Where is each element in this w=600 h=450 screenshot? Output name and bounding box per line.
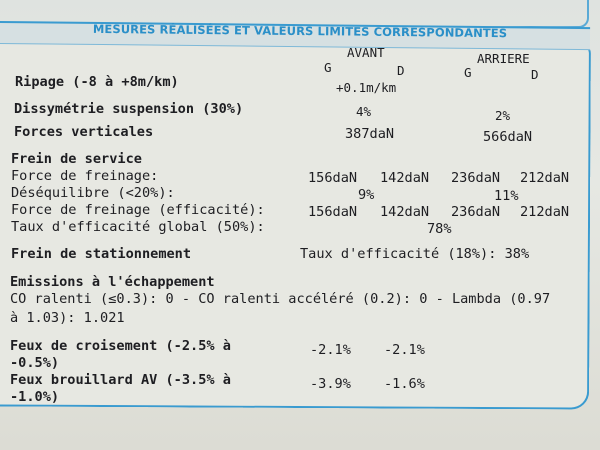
dissymetrie-avant: 4% bbox=[356, 104, 372, 119]
feux-croisement-g: -2.1% bbox=[310, 342, 351, 358]
forces-verticales-label: Forces verticales bbox=[14, 124, 154, 140]
force-freinage-avant-d: 142daN bbox=[380, 170, 430, 186]
column-avant-d: D bbox=[397, 63, 405, 78]
feux-croisement-label2: -0.5%) bbox=[10, 355, 60, 371]
ripage-label: Ripage (-8 à +8m/km) bbox=[15, 74, 179, 90]
force-freinage-arriere-d: 212daN bbox=[520, 170, 570, 186]
emissions-heading: Emissions à l'échappement bbox=[10, 274, 215, 290]
force-freinage-avant-g: 156daN bbox=[308, 170, 358, 186]
emissions-line1: CO ralenti (≤0.3): 0 - CO ralenti accélé… bbox=[10, 291, 551, 307]
frein-stationnement-value: Taux d'efficacité (18%): 38% bbox=[300, 246, 530, 262]
feux-brouillard-d: -1.6% bbox=[384, 376, 425, 392]
column-arriere-d: D bbox=[531, 67, 539, 82]
force-eff-avant-d: 142daN bbox=[380, 204, 430, 220]
taux-global-label: Taux d'efficacité global (50%): bbox=[11, 219, 265, 235]
desequilibre-avant: 9% bbox=[358, 187, 375, 203]
column-avant: AVANT bbox=[347, 45, 385, 60]
force-eff-avant-g: 156daN bbox=[308, 204, 358, 220]
forces-verticales-avant: 387daN bbox=[345, 126, 395, 142]
forces-verticales-arriere: 566daN bbox=[483, 129, 533, 145]
feux-croisement-d: -2.1% bbox=[384, 342, 425, 358]
feux-croisement-label1: Feux de croisement (-2.5% à bbox=[10, 338, 231, 354]
dissymetrie-label: Dissymétrie suspension (30%) bbox=[14, 101, 244, 117]
frein-service-heading: Frein de service bbox=[11, 151, 142, 167]
force-freinage-arriere-g: 236daN bbox=[451, 170, 501, 186]
taux-global-value: 78% bbox=[427, 221, 452, 237]
column-avant-g: G bbox=[324, 60, 332, 75]
dissymetrie-arriere: 2% bbox=[495, 108, 511, 123]
column-arriere-g: G bbox=[464, 65, 472, 80]
force-freinage-label: Force de freinage: bbox=[11, 168, 159, 184]
column-arriere: ARRIERE bbox=[477, 51, 530, 66]
feux-brouillard-g: -3.9% bbox=[310, 376, 351, 392]
feux-brouillard-label2: -1.0%) bbox=[10, 389, 60, 405]
force-eff-arriere-g: 236daN bbox=[451, 204, 501, 220]
feux-brouillard-label1: Feux brouillard AV (-3.5% à bbox=[10, 372, 231, 388]
desequilibre-arriere: 11% bbox=[494, 188, 519, 204]
emissions-line2: à 1.03): 1.021 bbox=[10, 310, 125, 326]
force-efficacite-label: Force de freinage (efficacité): bbox=[11, 202, 265, 218]
force-eff-arriere-d: 212daN bbox=[520, 204, 570, 220]
desequilibre-label: Déséquilibre (<20%): bbox=[11, 185, 175, 201]
ripage-value: +0.1m/km bbox=[336, 80, 397, 95]
frein-stationnement-heading: Frein de stationnement bbox=[11, 246, 192, 262]
